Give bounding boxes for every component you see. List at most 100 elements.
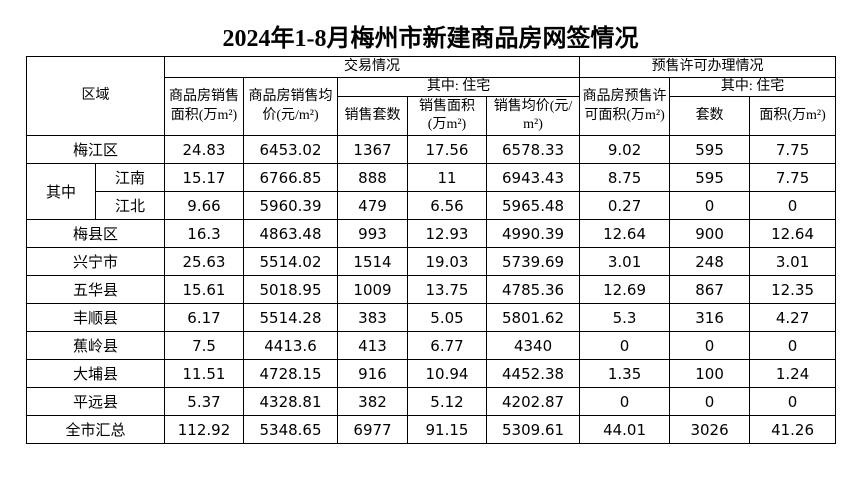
row-label: 梅江区	[26, 135, 165, 165]
cell: 17.56	[407, 135, 487, 165]
cell: 867	[669, 275, 751, 305]
cell: 900	[669, 219, 751, 249]
cell: 4785.36	[485, 275, 581, 305]
cell: 993	[337, 219, 408, 249]
header-sales-area: 商品房销售面积(万m²)	[164, 76, 244, 137]
cell: 0	[749, 191, 837, 221]
cell: 479	[337, 191, 408, 221]
table-row-dabu: 大埔县 11.51 4728.15 916 10.94 4452.38 1.35…	[26, 359, 837, 389]
cell: 8.75	[579, 163, 671, 193]
cell: 1.35	[579, 359, 671, 389]
table-row-fengshun: 丰顺县 6.17 5514.28 383 5.05 5801.62 5.3 31…	[26, 303, 837, 333]
cell: 4863.48	[243, 219, 338, 249]
header-presale-area: 商品房预售许可面积(万m²)	[579, 76, 671, 137]
header-residential-sub: 其中: 住宅	[336, 76, 581, 98]
cell: 24.83	[164, 135, 244, 165]
table-row-jiangbei: 江北 9.66 5960.39 479 6.56 5965.48 0.27 0 …	[27, 191, 837, 221]
cell: 6943.43	[485, 163, 581, 193]
cell: 0	[579, 387, 671, 417]
cell: 4.27	[749, 303, 837, 333]
cell: 413	[337, 331, 408, 361]
cell: 44.01	[579, 415, 671, 445]
cell: 3.01	[749, 247, 837, 277]
cell: 12.93	[407, 219, 487, 249]
cell: 5965.48	[485, 191, 581, 221]
cell: 383	[337, 303, 408, 333]
row-label: 兴宁市	[26, 247, 165, 277]
cell: 5.3	[579, 303, 671, 333]
table-row-meixian: 梅县区 16.3 4863.48 993 12.93 4990.39 12.64…	[26, 219, 837, 249]
cell: 382	[337, 387, 408, 417]
cell: 3.01	[579, 247, 671, 277]
header-sales-price: 商品房销售均价(元/m²)	[243, 76, 338, 137]
cell: 5801.62	[485, 303, 581, 333]
row-label: 江南	[95, 163, 165, 193]
cell: 11	[407, 163, 487, 193]
cell: 6.17	[164, 303, 244, 333]
cell: 1.24	[749, 359, 837, 389]
cell: 595	[669, 163, 751, 193]
cell: 6977	[337, 415, 408, 445]
cell: 5514.02	[243, 247, 338, 277]
cell: 4328.81	[243, 387, 338, 417]
cell: 0	[749, 331, 837, 361]
row-label: 丰顺县	[26, 303, 165, 333]
row-label: 五华县	[26, 275, 165, 305]
cell: 5348.65	[243, 415, 338, 445]
table-row-meijiang: 梅江区 24.83 6453.02 1367 17.56 6578.33 9.0…	[26, 135, 837, 165]
cell: 4728.15	[243, 359, 338, 389]
cell: 5514.28	[243, 303, 338, 333]
header-presale-residential-sub: 其中: 住宅	[669, 76, 837, 98]
cell: 5960.39	[243, 191, 338, 221]
housing-table: 区域 交易情况 预售许可办理情况 商品房销售面积(万m²) 商品房销售均价(元/…	[26, 55, 837, 445]
cell: 10.94	[407, 359, 487, 389]
cell: 11.51	[164, 359, 244, 389]
header-res-sales-area: 销售面积(万m²)	[407, 96, 487, 137]
cell: 6453.02	[243, 135, 338, 165]
cell: 5.37	[164, 387, 244, 417]
cell: 6.77	[407, 331, 487, 361]
cell: 0	[749, 387, 837, 417]
cell: 0	[669, 191, 751, 221]
table-row-jiaoling: 蕉岭县 7.5 4413.6 413 6.77 4340 0 0 0	[26, 331, 837, 361]
cell: 5018.95	[243, 275, 338, 305]
cell: 7.75	[749, 163, 837, 193]
cell: 4990.39	[485, 219, 581, 249]
cell: 12.64	[579, 219, 671, 249]
cell: 112.92	[164, 415, 244, 445]
header-presale-group: 预售许可办理情况	[579, 56, 837, 78]
header-presale-res-area: 面积(万m²)	[749, 96, 837, 137]
cell: 15.17	[164, 163, 244, 193]
cell: 6766.85	[243, 163, 338, 193]
cell: 916	[337, 359, 408, 389]
cell: 5.05	[407, 303, 487, 333]
cell: 5739.69	[485, 247, 581, 277]
table-row-citywide-total: 全市汇总 112.92 5348.65 6977 91.15 5309.61 4…	[26, 415, 837, 445]
cell: 6578.33	[485, 135, 581, 165]
row-label: 江北	[95, 191, 165, 221]
row-label: 全市汇总	[26, 415, 165, 445]
row-label: 大埔县	[26, 359, 165, 389]
header-row-groups: 区域 交易情况 预售许可办理情况	[26, 55, 837, 137]
cell: 12.69	[579, 275, 671, 305]
cell: 9.66	[164, 191, 244, 221]
table-row-xingning: 兴宁市 25.63 5514.02 1514 19.03 5739.69 3.0…	[26, 247, 837, 277]
cell: 0	[669, 331, 751, 361]
cell: 91.15	[407, 415, 487, 445]
cell: 5309.61	[485, 415, 581, 445]
cell: 13.75	[407, 275, 487, 305]
cell: 4452.38	[485, 359, 581, 389]
cell: 0	[669, 387, 751, 417]
header-region: 区域	[26, 55, 165, 137]
header-units-sold: 销售套数	[337, 96, 408, 137]
cell: 316	[669, 303, 751, 333]
cell: 5.12	[407, 387, 487, 417]
cell: 4340	[485, 331, 581, 361]
cell: 4202.87	[485, 387, 581, 417]
header-transaction-group: 交易情况	[163, 56, 581, 78]
page-title: 2024年1-8月梅州市新建商品房网签情况	[222, 26, 639, 52]
row-label: 梅县区	[26, 219, 165, 249]
cell: 1514	[337, 247, 408, 277]
cell: 100	[669, 359, 751, 389]
cell: 15.61	[164, 275, 244, 305]
